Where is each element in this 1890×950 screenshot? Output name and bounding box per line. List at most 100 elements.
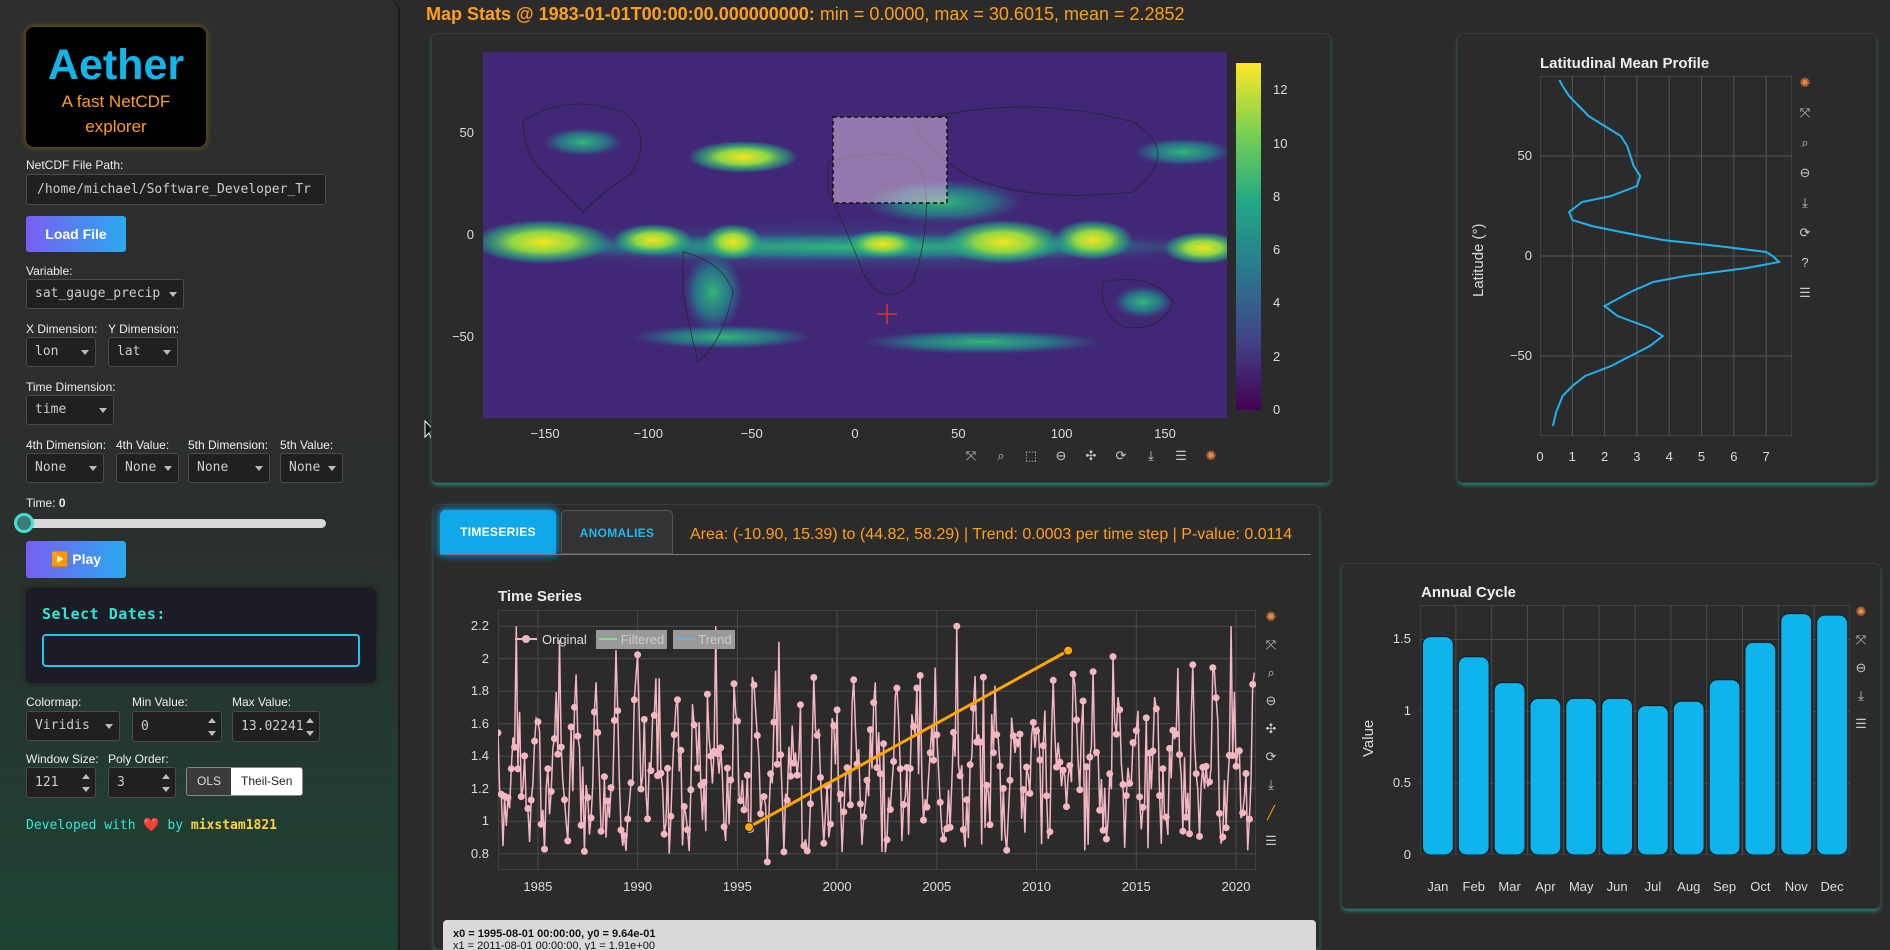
box-zoom-icon[interactable]: ⌕ [1267, 665, 1275, 680]
ts-point [876, 770, 884, 778]
dim4-value: None [35, 460, 67, 475]
val4-select[interactable]: None [116, 453, 179, 483]
poly-order-input[interactable]: 3 [108, 767, 176, 798]
annual-x-tick: Jun [1606, 879, 1628, 894]
legend-trend[interactable]: Trend [673, 629, 735, 649]
stepper-arrows-icon[interactable] [208, 718, 216, 736]
ts-point [1136, 793, 1144, 801]
precipitation-map[interactable] [483, 52, 1227, 418]
stepper-arrows-icon[interactable] [82, 774, 90, 792]
legend-filtered[interactable]: Filtered [595, 629, 668, 649]
timeseries-plot[interactable] [498, 610, 1256, 870]
ts-point [797, 701, 804, 709]
pan-icon[interactable]: ⤧ [965, 448, 977, 463]
ts-point [886, 806, 894, 813]
ts-point [1182, 813, 1190, 821]
ts-trend-start-point[interactable] [744, 822, 755, 833]
colorbar-tick: 4 [1273, 295, 1281, 311]
val5-label: 5th Value: [280, 438, 334, 452]
x-dimension-select[interactable]: lon [26, 337, 96, 367]
window-size-input[interactable]: 121 [26, 767, 96, 798]
dim4-select[interactable]: None [26, 453, 104, 483]
val5-select[interactable]: None [280, 453, 343, 483]
file-path-input[interactable]: /home/michael/Software_Developer_Tr [26, 174, 326, 205]
load-file-button[interactable]: Load File [26, 216, 126, 252]
min-value-input[interactable]: 0 [132, 711, 222, 742]
dim5-select[interactable]: None [188, 453, 270, 483]
colormap-select[interactable]: Viridis [26, 711, 120, 741]
play-button[interactable]: ▶️ Play [26, 541, 126, 578]
ts-point [1126, 779, 1134, 787]
y-dimension-select[interactable]: lat [108, 337, 178, 367]
box-select-icon[interactable]: ⬚ [1024, 448, 1038, 463]
help-icon[interactable]: ? [1801, 255, 1809, 270]
ts-point [800, 842, 808, 850]
stepper-arrows-icon[interactable] [162, 774, 170, 792]
pan-icon[interactable]: ⤧ [1855, 632, 1867, 647]
ts-point [1089, 668, 1097, 676]
colorbar-tick: 2 [1273, 348, 1281, 364]
wheel-zoom-icon[interactable]: ⊖ [1265, 693, 1277, 708]
tap-icon[interactable]: ✣ [1265, 721, 1277, 736]
wheel-zoom-icon[interactable]: ⊖ [1799, 165, 1811, 180]
tap-icon[interactable]: ✣ [1085, 448, 1097, 463]
ts-point [1192, 770, 1200, 778]
max-value-input[interactable]: 13.02241 [232, 711, 320, 742]
hover-icon[interactable]: ☰ [1799, 285, 1811, 300]
reset-icon[interactable]: ⟳ [1799, 225, 1811, 240]
time-dimension-select[interactable]: time [26, 395, 114, 425]
ts-point [1162, 813, 1170, 821]
time-slider-handle[interactable] [14, 513, 34, 533]
save-icon[interactable]: ⤓ [1268, 777, 1274, 792]
ts-point [843, 764, 851, 772]
tab-timeseries[interactable]: TIMESERIES [440, 510, 556, 554]
ts-point [923, 803, 931, 811]
map-y-tick: −50 [451, 328, 474, 344]
save-icon[interactable]: ⤓ [1802, 195, 1808, 210]
annual-y-tick: 1.5 [1392, 631, 1411, 647]
ts-point [950, 728, 957, 736]
hover-icon[interactable]: ☰ [1265, 833, 1277, 848]
pan-icon[interactable]: ⤧ [1799, 105, 1811, 120]
time-slider-track[interactable] [24, 519, 326, 528]
ts-point [753, 732, 761, 739]
tab-anomalies[interactable]: ANOMALIES [561, 510, 673, 554]
ts-x-tick: 2005 [922, 879, 952, 894]
ts-point [524, 805, 532, 812]
box-zoom-icon[interactable]: ⌕ [1801, 135, 1809, 150]
hover-icon[interactable]: ☰ [1855, 716, 1867, 731]
hover-icon[interactable]: ☰ [1175, 448, 1187, 463]
box-zoom-icon[interactable]: ⌕ [997, 448, 1005, 463]
map-y-tick: 0 [466, 227, 474, 242]
save-icon[interactable]: ⤓ [1148, 448, 1154, 463]
x-dimension-label: X Dimension: [26, 322, 98, 336]
method-option-theil-sen[interactable]: Theil-Sen [231, 768, 303, 795]
save-icon[interactable]: ⤓ [1858, 688, 1864, 703]
stepper-arrows-icon[interactable] [306, 718, 314, 736]
pan-icon[interactable]: ⤧ [1265, 637, 1277, 652]
legend-original[interactable]: Original [512, 630, 590, 649]
ts-point [963, 796, 971, 804]
reset-icon[interactable]: ⟳ [1265, 749, 1277, 764]
ts-point [511, 743, 519, 751]
reset-icon[interactable]: ⟳ [1115, 448, 1127, 463]
map-selection-box[interactable] [832, 116, 948, 204]
ts-point [617, 826, 625, 834]
annual-x-tick: Aug [1677, 879, 1701, 894]
select-dates-input[interactable] [42, 634, 360, 667]
ts-point [717, 744, 725, 752]
ts-point [989, 749, 997, 757]
ts-point [1249, 680, 1256, 688]
ts-trend-end-point[interactable] [1063, 645, 1074, 656]
wheel-zoom-icon[interactable]: ⊖ [1055, 448, 1067, 463]
wheel-zoom-icon[interactable]: ⊖ [1855, 660, 1867, 675]
annual-x-tick: Jan [1427, 879, 1449, 894]
method-option-ols[interactable]: OLS [187, 768, 232, 795]
annual-cycle-chart[interactable] [1420, 605, 1850, 855]
draw-line-icon[interactable]: ╱ [1267, 805, 1275, 820]
ts-point [1139, 803, 1147, 811]
select-dates-panel: Select Dates: [26, 588, 376, 683]
ts-drawn-trend-line[interactable] [748, 649, 1069, 829]
lat-profile-plot[interactable] [1540, 76, 1792, 436]
variable-select[interactable]: sat_gauge_precip [26, 279, 184, 309]
